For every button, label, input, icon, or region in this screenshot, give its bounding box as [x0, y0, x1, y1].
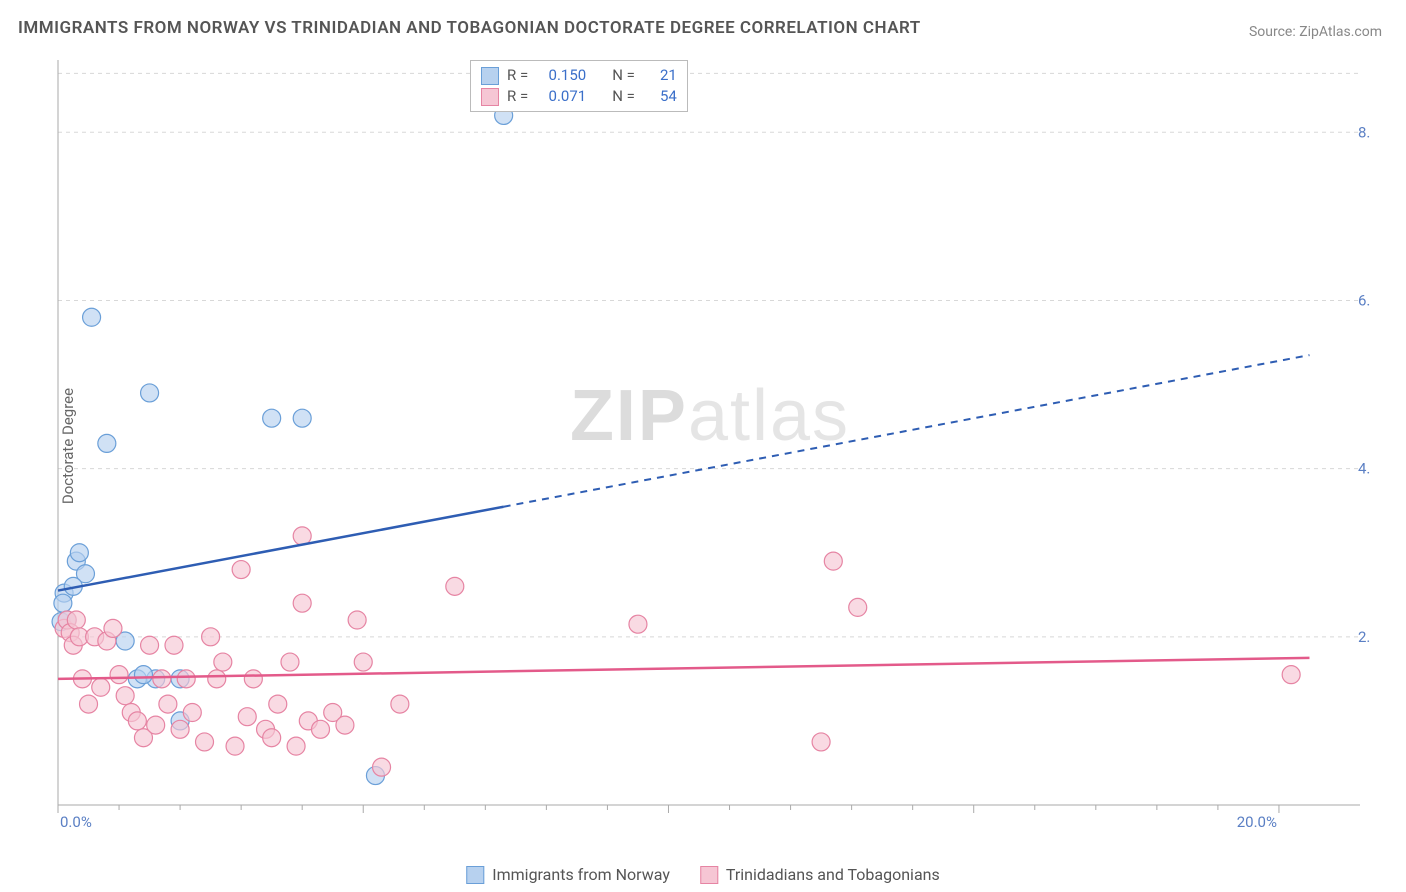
data-point [208, 670, 226, 688]
legend-r-label: R = [507, 86, 528, 107]
data-point [214, 653, 232, 671]
data-point [165, 636, 183, 654]
data-point [244, 670, 262, 688]
data-point [104, 619, 122, 637]
legend-swatch [466, 866, 484, 884]
svg-text:0.0%: 0.0% [60, 813, 92, 831]
svg-text:4.0%: 4.0% [1358, 460, 1370, 478]
svg-text:6.0%: 6.0% [1358, 291, 1370, 309]
data-point [263, 729, 281, 747]
legend-row-trinidad: R = 0.071 N = 54 [481, 86, 677, 107]
data-point [232, 561, 250, 579]
svg-text:2.0%: 2.0% [1358, 628, 1370, 646]
data-point [196, 733, 214, 751]
data-point [629, 615, 647, 633]
data-point [92, 678, 110, 696]
legend-n-label: N = [612, 86, 635, 107]
data-point [287, 737, 305, 755]
data-point [348, 611, 366, 629]
legend-swatch [481, 67, 499, 85]
legend-swatch [481, 88, 499, 106]
data-point [312, 720, 330, 738]
data-point [141, 384, 159, 402]
data-point [128, 712, 146, 730]
legend-r-label: R = [507, 65, 528, 86]
chart-plot-area: 2.0%4.0%6.0%8.0%0.0%20.0% ZIPatlas [50, 55, 1370, 840]
legend-r-value: 0.150 [536, 65, 586, 86]
svg-text:8.0%: 8.0% [1358, 123, 1370, 141]
svg-text:20.0%: 20.0% [1237, 813, 1277, 831]
data-point [98, 434, 116, 452]
trend-line [58, 507, 504, 591]
source-attribution: Source: ZipAtlas.com [1249, 24, 1382, 40]
data-point [202, 628, 220, 646]
data-point [80, 695, 98, 713]
legend-row-norway: R = 0.150 N = 21 [481, 65, 677, 86]
data-point [116, 687, 134, 705]
data-point [159, 695, 177, 713]
data-point [1282, 666, 1300, 684]
data-point [263, 409, 281, 427]
data-point [67, 611, 85, 629]
data-point [147, 716, 165, 734]
data-point [226, 737, 244, 755]
correlation-legend: R = 0.150 N = 21 R = 0.071 N = 54 [470, 60, 688, 112]
data-point [177, 670, 195, 688]
data-point [238, 708, 256, 726]
data-point [83, 308, 101, 326]
series-legend-label: Immigrants from Norway [492, 865, 670, 884]
legend-swatch [700, 866, 718, 884]
trend-line-extrapolated [504, 355, 1310, 507]
data-point [110, 666, 128, 684]
data-point [812, 733, 830, 751]
chart-title: IMMIGRANTS FROM NORWAY VS TRINIDADIAN AN… [18, 18, 921, 38]
data-point [354, 653, 372, 671]
data-point [183, 704, 201, 722]
data-point [446, 577, 464, 595]
legend-r-value: 0.071 [536, 86, 586, 107]
data-point [293, 594, 311, 612]
chart-svg: 2.0% 4.0% 6.0% 8.0% 0.0% 20.0% [50, 55, 1370, 840]
series-legend-item-trinidad: Trinidadians and Tobagonians [700, 865, 940, 884]
data-point [141, 636, 159, 654]
legend-n-value: 54 [643, 86, 677, 107]
data-point [54, 594, 72, 612]
data-point [391, 695, 409, 713]
source-link[interactable]: ZipAtlas.com [1299, 24, 1382, 40]
data-point [70, 544, 88, 562]
series-legend-item-norway: Immigrants from Norway [466, 865, 670, 884]
source-label: Source: [1249, 24, 1299, 40]
data-point [281, 653, 299, 671]
legend-n-value: 21 [643, 65, 677, 86]
data-point [849, 598, 867, 616]
legend-n-label: N = [612, 65, 635, 86]
data-point [336, 716, 354, 734]
data-point [171, 720, 189, 738]
data-point [269, 695, 287, 713]
data-point [293, 409, 311, 427]
series-legend: Immigrants from Norway Trinidadians and T… [466, 865, 939, 884]
series-legend-label: Trinidadians and Tobagonians [726, 865, 940, 884]
trend-line [58, 658, 1309, 679]
data-point [134, 666, 152, 684]
data-point [153, 670, 171, 688]
data-point [824, 552, 842, 570]
data-point [373, 758, 391, 776]
